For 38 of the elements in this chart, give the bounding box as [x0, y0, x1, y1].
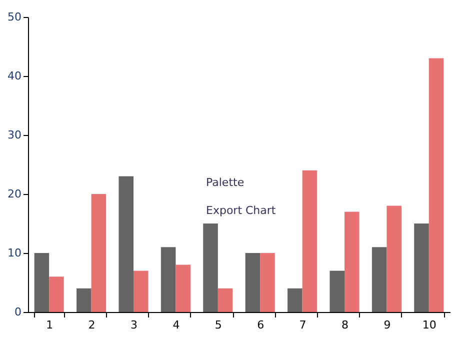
bar — [203, 224, 218, 312]
bar — [218, 288, 233, 312]
bar — [134, 270, 148, 312]
x-tick-label: 4 — [172, 318, 180, 332]
bar — [428, 58, 444, 312]
x-tick-label: 2 — [88, 318, 96, 332]
bar — [91, 194, 106, 312]
y-tick-label: 0 — [14, 306, 22, 318]
bar — [330, 270, 344, 312]
bar — [34, 253, 50, 312]
bar — [245, 253, 260, 312]
bar — [414, 224, 429, 312]
x-tick-label: 5 — [214, 318, 222, 332]
bar — [160, 247, 176, 312]
y-tick-label: 40 — [8, 70, 22, 82]
bar — [302, 170, 318, 312]
y-tick-label: 30 — [8, 128, 22, 142]
bar — [372, 247, 387, 312]
y-tick-label: 10 — [8, 246, 22, 260]
x-tick-label: 7 — [299, 318, 306, 332]
x-tick-label: 3 — [130, 318, 138, 332]
bar — [386, 206, 402, 312]
x-tick-label: 9 — [384, 318, 391, 332]
bar — [344, 212, 360, 312]
x-tick-label: 6 — [257, 318, 264, 332]
bar — [76, 288, 92, 312]
x-tick-label: 10 — [422, 318, 436, 332]
x-tick-label: 8 — [342, 318, 348, 332]
bar — [260, 253, 275, 312]
y-tick-label: 50 — [8, 10, 22, 24]
annotation: Export Chart — [206, 204, 276, 217]
annotation: Palette — [206, 176, 244, 189]
y-tick-label: 20 — [8, 188, 22, 200]
x-tick-label: 1 — [46, 318, 54, 332]
bar — [288, 288, 302, 312]
bar — [49, 276, 64, 312]
bar — [118, 176, 134, 312]
bar — [176, 264, 190, 312]
